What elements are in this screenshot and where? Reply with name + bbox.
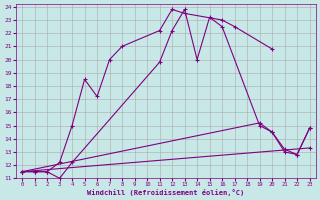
X-axis label: Windchill (Refroidissement éolien,°C): Windchill (Refroidissement éolien,°C)	[87, 189, 244, 196]
